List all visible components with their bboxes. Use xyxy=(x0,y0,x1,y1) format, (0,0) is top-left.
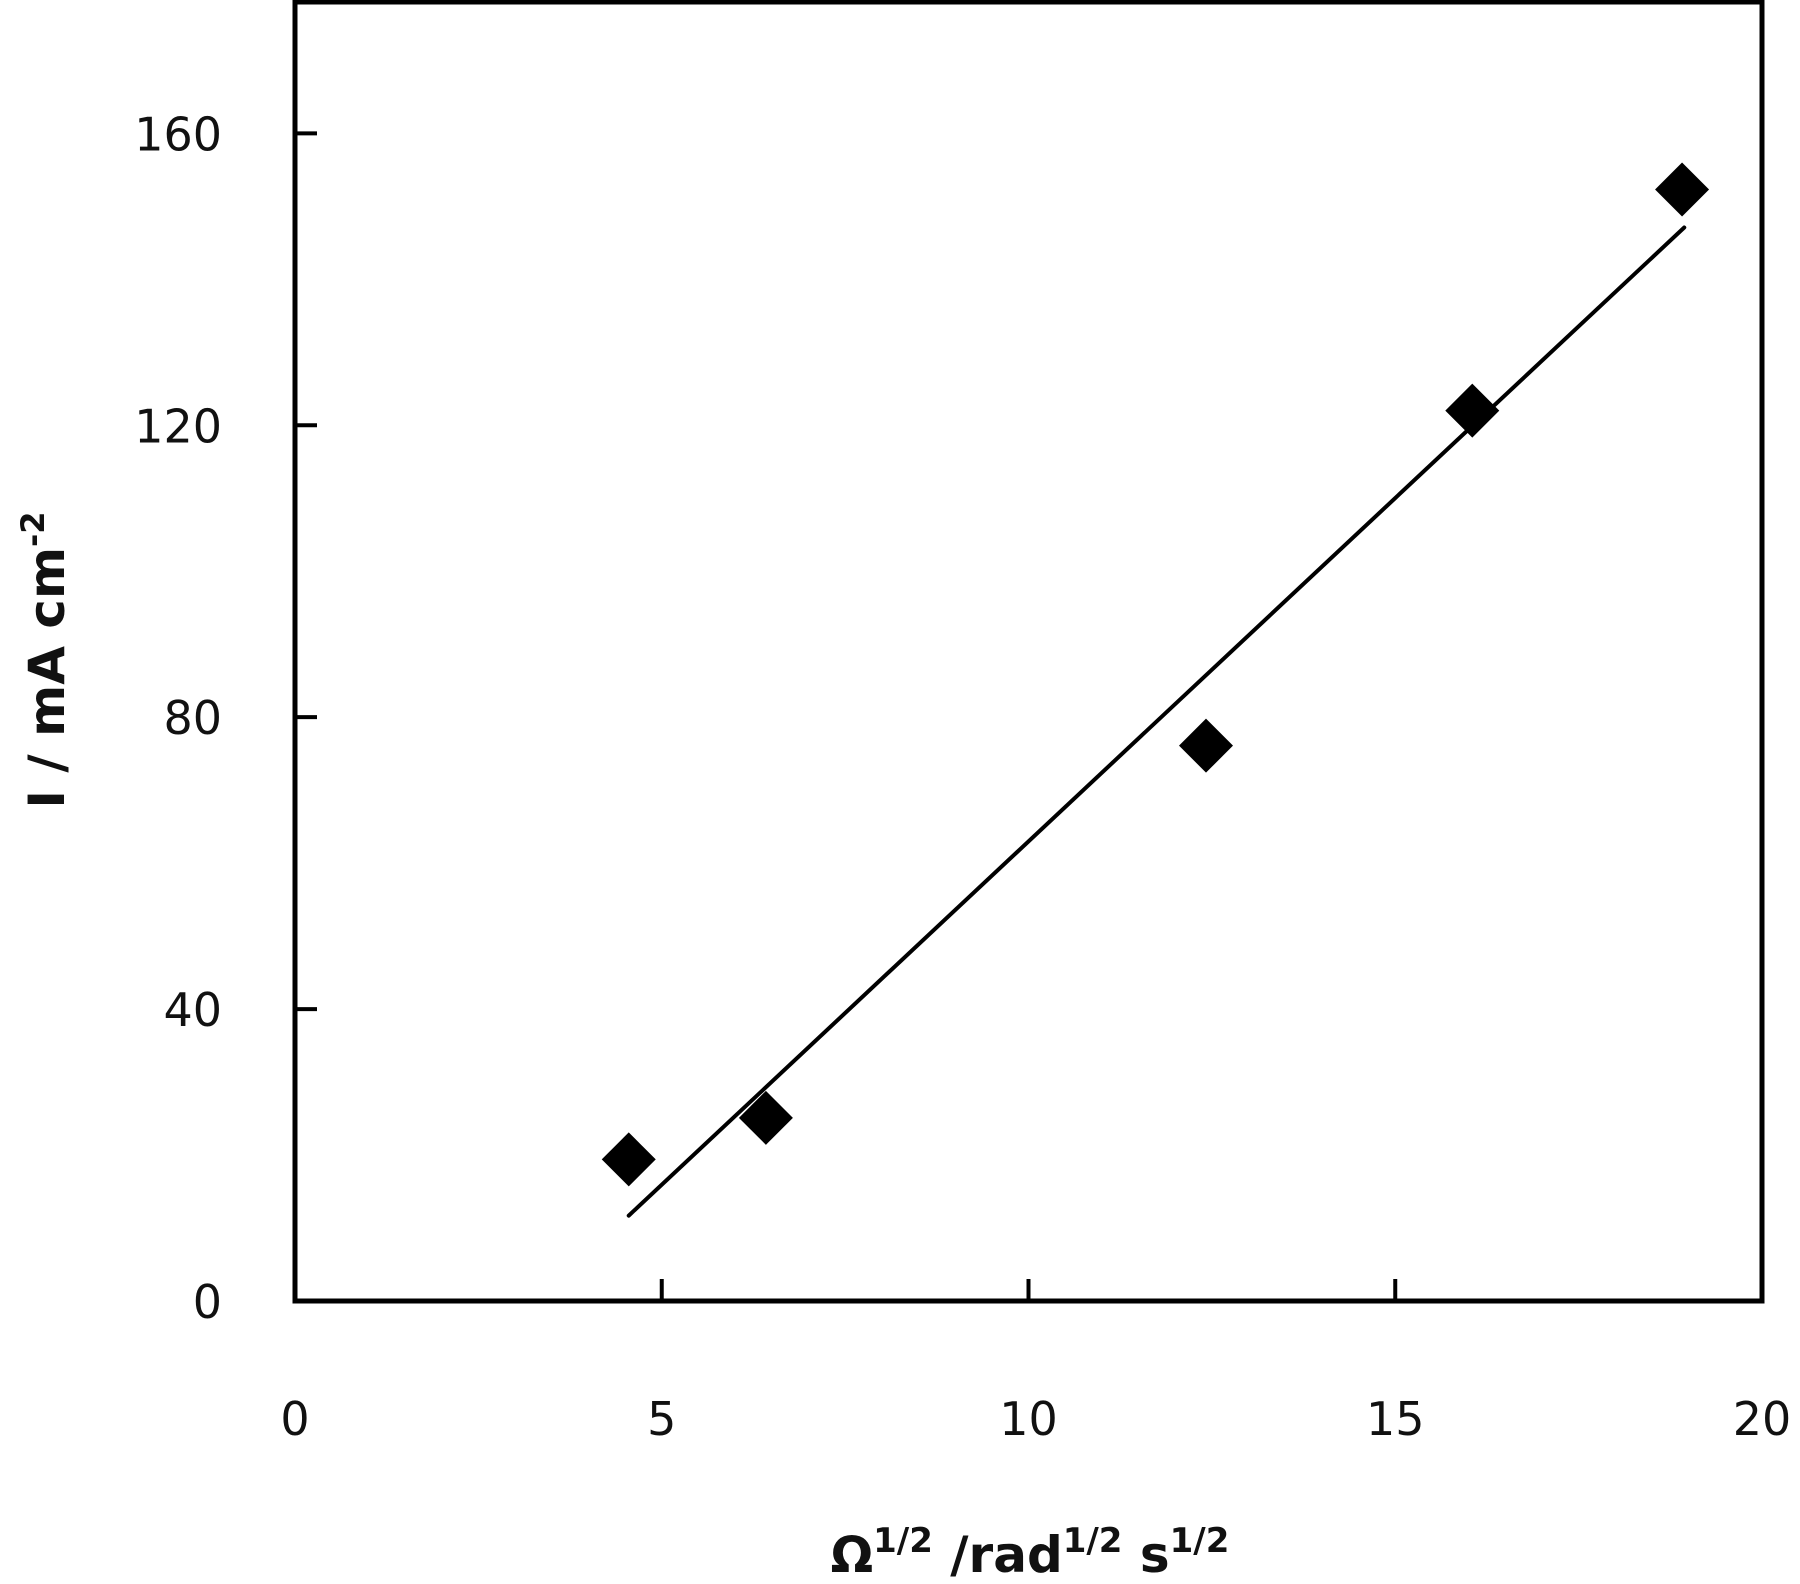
fit-line xyxy=(626,225,1687,1218)
x-axis-ticks: 0 5 10 15 20 xyxy=(280,1279,1791,1446)
data-point-diamond xyxy=(601,1132,656,1187)
y-tick-label: 120 xyxy=(134,399,222,453)
data-point-diamond xyxy=(1655,162,1710,217)
x-tick-label: 15 xyxy=(1366,1392,1425,1446)
plot-frame xyxy=(292,0,1765,1304)
y-axis-ticks: 0 40 80 120 160 xyxy=(134,107,317,1329)
y-tick-label: 0 xyxy=(193,1275,222,1329)
y-tick-label: 40 xyxy=(163,983,222,1037)
regression-line xyxy=(626,225,1687,1218)
y-axis-title: I / mA cm-2 xyxy=(14,511,76,808)
x-tick-label: 0 xyxy=(280,1392,309,1446)
data-markers xyxy=(601,162,1710,1187)
x-tick-label: 10 xyxy=(999,1392,1058,1446)
y-tick-label: 160 xyxy=(134,107,222,161)
y-tick-label: 80 xyxy=(163,691,222,745)
data-point-diamond xyxy=(1445,383,1500,438)
data-point-diamond xyxy=(738,1090,793,1145)
data-point-diamond xyxy=(1179,718,1234,773)
plot-border xyxy=(292,0,1765,1304)
x-tick-label: 5 xyxy=(647,1392,676,1446)
x-axis-title: Ω1/2 /rad1/2 s1/2 xyxy=(831,1521,1230,1584)
x-tick-label: 20 xyxy=(1733,1392,1792,1446)
